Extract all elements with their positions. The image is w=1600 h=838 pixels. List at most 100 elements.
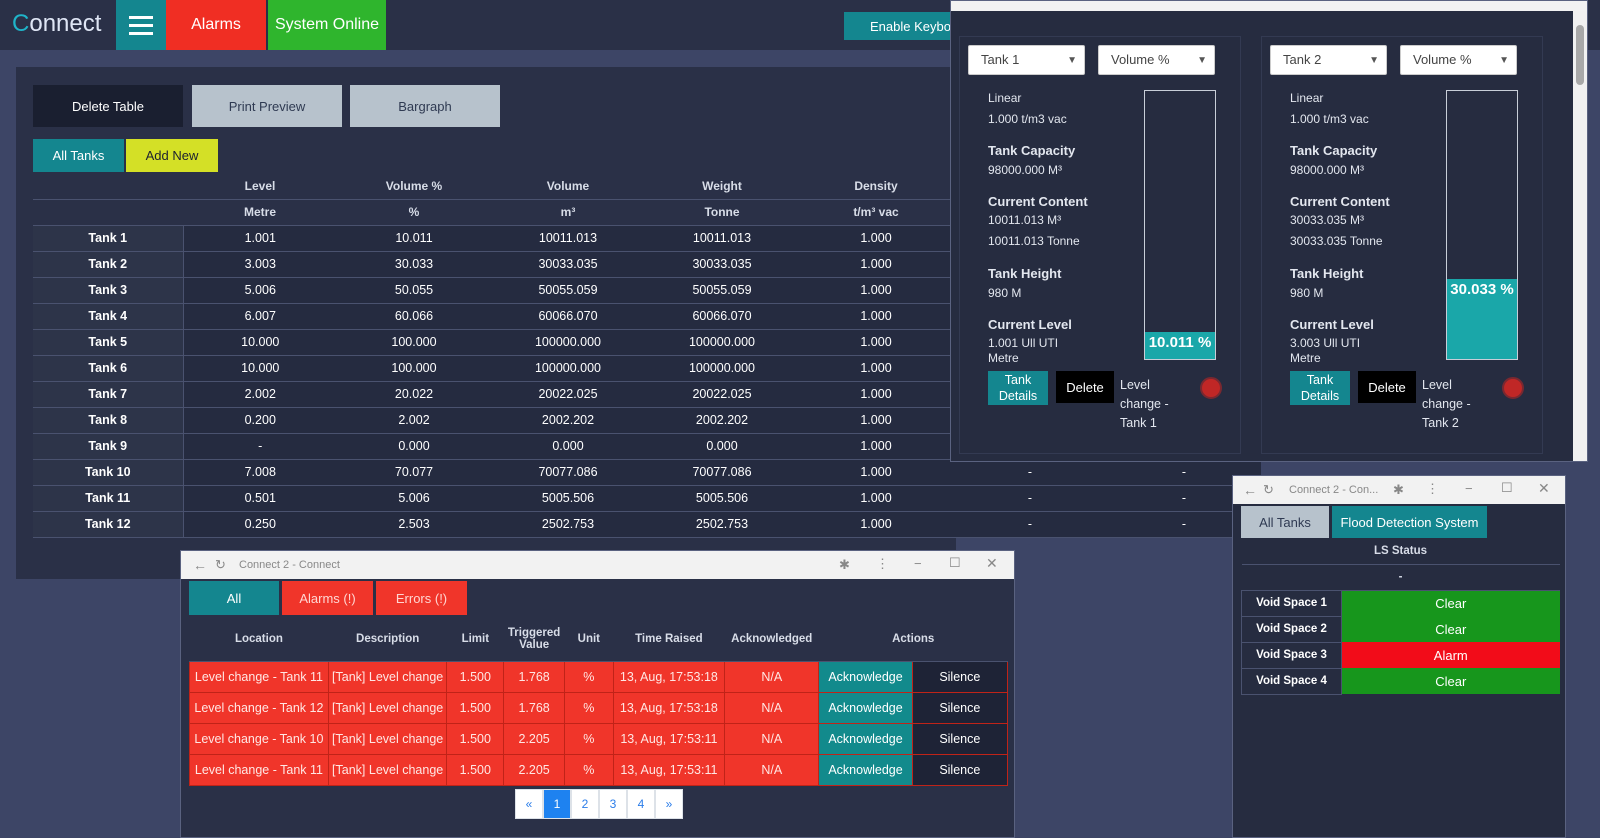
table-row[interactable]: Tank 11 0.501 5.006 5005.506 5005.506 1.000- - — [33, 485, 1261, 512]
page-button[interactable]: « — [515, 789, 543, 819]
enable-keyboard-button[interactable]: Enable Keybo — [844, 12, 964, 40]
table-cell: 70.077 — [337, 459, 491, 486]
minimize-icon[interactable]: − — [914, 556, 922, 571]
column-header: Actions — [818, 617, 1008, 662]
mode-select-value: Volume % — [1413, 52, 1472, 67]
column-header: Triggered Value — [503, 617, 565, 662]
silence-button[interactable]: Silence — [911, 691, 1009, 724]
acknowledge-button[interactable]: Acknowledge — [818, 660, 913, 693]
close-icon[interactable]: ✕ — [1538, 480, 1550, 496]
tank-name-cell: Tank 1 — [33, 225, 184, 252]
alarm-cell: 13, Aug, 17:53:18 — [612, 660, 726, 693]
silence-button[interactable]: Silence — [911, 753, 1009, 786]
table-row[interactable]: Tank 12 0.250 2.503 2502.753 2502.753 1.000- - — [33, 511, 1261, 538]
delete-button[interactable]: Delete — [1358, 371, 1416, 403]
table-cell: 6.007 — [183, 303, 337, 330]
table-cell: 1.000 — [799, 433, 953, 460]
tank-type: Linear — [1290, 91, 1324, 105]
table-cell: 10.000 — [183, 355, 337, 382]
refresh-icon[interactable]: ↻ — [215, 557, 226, 572]
table-cell: 1.000 — [799, 459, 953, 486]
extension-icon[interactable]: ✱ — [1393, 482, 1404, 497]
table-cell: 1.000 — [799, 303, 953, 330]
table-cell: 50055.059 — [645, 277, 799, 304]
page-button[interactable]: 1 — [543, 789, 571, 819]
window-titlebar — [951, 1, 1587, 11]
table-cell: 1.001 — [183, 225, 337, 252]
table-cell: 5005.506 — [645, 485, 799, 512]
tab-flood-detection[interactable]: Flood Detection System — [1332, 506, 1487, 538]
menu-icon[interactable] — [116, 0, 166, 50]
table-cell: 70077.086 — [491, 459, 645, 486]
print-preview-button[interactable]: Print Preview — [192, 85, 342, 127]
table-row[interactable]: Tank 10 7.008 70.077 70077.086 70077.086 1.00… — [33, 459, 1261, 486]
mode-select[interactable]: Volume % ▼ — [1400, 45, 1517, 75]
more-icon[interactable]: ⋮ — [1426, 481, 1439, 496]
alarm-cell: % — [564, 691, 614, 724]
alarm-cell: 13, Aug, 17:53:11 — [612, 753, 726, 786]
scrollbar[interactable] — [1573, 11, 1587, 461]
tank-details-button[interactable]: Tank Details — [1290, 371, 1350, 405]
capacity-label: Tank Capacity — [988, 143, 1076, 158]
maximize-icon[interactable]: ☐ — [1501, 480, 1513, 495]
page-button[interactable]: 4 — [627, 789, 655, 819]
extension-icon[interactable]: ✱ — [839, 557, 850, 572]
capacity-value: 98000.000 M³ — [1290, 163, 1365, 177]
chevron-down-icon: ▼ — [1499, 55, 1509, 66]
content-label: Current Content — [1290, 194, 1390, 209]
delete-button[interactable]: Delete — [1056, 371, 1114, 403]
column-header: m³ — [491, 199, 645, 226]
acknowledge-button[interactable]: Acknowledge — [818, 722, 913, 755]
column-header — [33, 173, 183, 200]
alarm-indicator — [1502, 377, 1524, 399]
tank-card: Tank 1 ▼ Volume % ▼ Linear 1.000 t/m3 vac … — [959, 36, 1241, 454]
tank-select[interactable]: Tank 2 ▼ — [1270, 45, 1387, 75]
page-button[interactable]: 2 — [571, 789, 599, 819]
table-cell: 70077.086 — [645, 459, 799, 486]
more-icon[interactable]: ⋮ — [876, 556, 889, 571]
silence-button[interactable]: Silence — [911, 660, 1009, 693]
back-icon[interactable]: ← — [1243, 482, 1257, 498]
page-button[interactable]: » — [655, 789, 683, 819]
level-label: Current Level — [988, 317, 1072, 332]
content-m3: 10011.013 M³ — [988, 213, 1062, 227]
refresh-icon[interactable]: ↻ — [1263, 482, 1274, 497]
tab-all[interactable]: All — [189, 581, 279, 615]
back-icon[interactable]: ← — [193, 557, 207, 573]
close-icon[interactable]: ✕ — [986, 555, 998, 571]
tab-all-tanks[interactable]: All Tanks — [33, 139, 124, 172]
tank-details-button[interactable]: Tank Details — [988, 371, 1048, 405]
tab-all-tanks[interactable]: All Tanks — [1241, 506, 1329, 538]
gauge-percent: 30.033 % — [1450, 280, 1514, 298]
table-cell: 0.000 — [645, 433, 799, 460]
add-new-button[interactable]: Add New — [126, 139, 218, 172]
table-cell: 2002.202 — [645, 407, 799, 434]
acknowledge-button[interactable]: Acknowledge — [818, 753, 913, 786]
mode-select[interactable]: Volume % ▼ — [1098, 45, 1215, 75]
maximize-icon[interactable]: ☐ — [949, 555, 961, 570]
tank-name-cell: Tank 10 — [33, 459, 184, 486]
level-unit: Metre — [1290, 351, 1321, 365]
delete-table-button[interactable]: Delete Table — [33, 85, 183, 127]
alarm-cell: 13, Aug, 17:53:11 — [612, 722, 726, 755]
table-cell: 100.000 — [337, 355, 491, 382]
table-cell: 2.002 — [183, 381, 337, 408]
table-cell: 60066.070 — [491, 303, 645, 330]
tab-errors[interactable]: Errors (!) — [376, 581, 467, 615]
acknowledge-button[interactable]: Acknowledge — [818, 691, 913, 724]
minimize-icon[interactable]: − — [1465, 481, 1473, 496]
table-cell: 2.503 — [337, 511, 491, 538]
tank-name-cell: Tank 7 — [33, 381, 184, 408]
table-cell: 7.008 — [183, 459, 337, 486]
page-button[interactable]: 3 — [599, 789, 627, 819]
silence-button[interactable]: Silence — [911, 722, 1009, 755]
tab-alarms[interactable]: Alarms (!) — [282, 581, 373, 615]
table-cell: 0.000 — [491, 433, 645, 460]
bargraph-button[interactable]: Bargraph — [350, 85, 500, 127]
table-cell: 10011.013 — [645, 225, 799, 252]
ls-row: Void Space 3 Alarm — [1241, 641, 1560, 669]
tank-select[interactable]: Tank 1 ▼ — [968, 45, 1085, 75]
table-cell: 2002.202 — [491, 407, 645, 434]
height-label: Tank Height — [988, 266, 1062, 281]
alarms-button[interactable]: Alarms — [166, 0, 266, 50]
